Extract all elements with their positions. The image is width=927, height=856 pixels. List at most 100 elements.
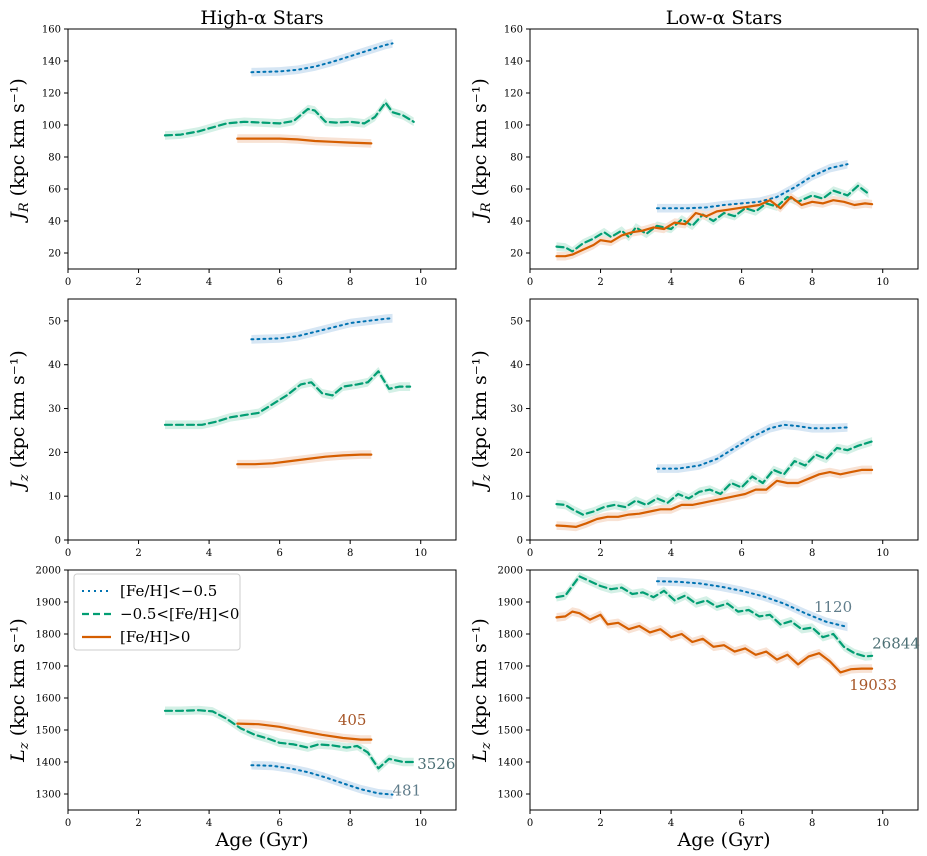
y-tick-label: 40 <box>48 360 61 371</box>
series-line-metal-poor <box>250 42 394 74</box>
x-tick-label: 4 <box>668 277 674 288</box>
x-tick-label: 8 <box>347 818 353 829</box>
uncertainty-band-metal-rich <box>556 192 873 261</box>
y-tick-label: 20 <box>48 249 61 260</box>
panel-low-alpha-jz: 0 2 4 6 8 10 0 10 20 30 40 50 Jz (kpc km s⁻¹) <box>469 298 919 559</box>
y-tick-label: 160 <box>42 25 61 36</box>
y-tick-label: 120 <box>504 89 523 100</box>
y-tick-label: 20 <box>510 249 523 260</box>
uncertainty-band-intermediate <box>165 705 414 773</box>
y-axis-label: JR (kpc km s⁻¹) <box>7 78 32 224</box>
series-line-metal-rich <box>555 610 874 674</box>
y-tick-label: 1400 <box>498 758 523 769</box>
y-tick-label: 1900 <box>36 598 61 609</box>
series-line-metal-rich <box>236 137 373 145</box>
y-tick-label: 1500 <box>36 726 61 737</box>
y-tick-label: 40 <box>510 217 523 228</box>
x-tick-label: 6 <box>276 277 282 288</box>
x-tick-label: 4 <box>668 548 674 559</box>
y-tick-label: 40 <box>510 360 523 371</box>
x-tick-label: 6 <box>276 548 282 559</box>
series-line-metal-rich <box>236 453 373 466</box>
y-tick-label: 1900 <box>498 598 523 609</box>
x-tick-label: 10 <box>876 277 889 288</box>
y-tick-label: 2000 <box>36 566 61 577</box>
panel-low-alpha-lz: 0 2 4 6 8 10 1300 1400 1500 1600 1700 1800 1900 2000 L… <box>469 566 920 852</box>
y-tick-label: 1300 <box>498 790 523 801</box>
plot-area <box>530 299 918 540</box>
legend-frame <box>73 573 241 651</box>
y-tick-label: 30 <box>48 404 61 415</box>
plot-area <box>530 570 918 810</box>
x-axis-label: Age (Gyr) <box>215 829 309 851</box>
legend-label-metal-poor: [Fe/H]<−0.5 <box>120 582 217 600</box>
legend-label-metal-rich: [Fe/H]>0 <box>120 628 190 646</box>
y-tick-label: 50 <box>48 316 61 327</box>
panel-low-alpha-jr: 0 2 4 6 8 10 20 40 60 80 100 120 140 160 JR (kpc km s⁻… <box>469 25 919 288</box>
plot-area <box>68 29 456 269</box>
y-tick-label: 1300 <box>36 790 61 801</box>
plot-frame <box>67 298 457 541</box>
plot-frame <box>529 298 919 541</box>
uncertainty-band-metal-poor <box>251 760 393 799</box>
plot-area <box>530 29 918 269</box>
x-tick-label: 4 <box>206 818 212 829</box>
y-tick-label: 1700 <box>36 662 61 673</box>
series-line-intermediate <box>163 370 412 426</box>
series-line-metal-rich <box>236 722 373 741</box>
y-tick-label: 1800 <box>36 630 61 641</box>
col-title-low-alpha: Low-α Stars <box>666 7 782 29</box>
y-tick-label: 80 <box>510 153 523 164</box>
panel-high-alpha-jz: 0 2 4 6 8 10 0 10 20 30 40 50 Jz (kpc km s⁻¹) <box>7 298 457 559</box>
x-tick-label: 0 <box>65 818 71 829</box>
x-tick-label: 2 <box>597 277 603 288</box>
y-tick-label: 30 <box>510 404 523 415</box>
x-tick-label: 6 <box>738 277 744 288</box>
y-tick-label: 50 <box>510 316 523 327</box>
uncertainty-band-intermediate <box>165 367 411 430</box>
x-tick-label: 8 <box>809 548 815 559</box>
y-tick-label: 60 <box>510 185 523 196</box>
x-tick-label: 0 <box>65 277 71 288</box>
series-line-intermediate <box>163 709 415 770</box>
series-line-intermediate <box>163 101 415 137</box>
x-tick-label: 8 <box>809 818 815 829</box>
plot-frame <box>529 28 919 270</box>
x-tick-label: 10 <box>876 548 889 559</box>
x-tick-label: 8 <box>347 548 353 559</box>
series-line-intermediate <box>555 575 874 658</box>
count-annotation: 19033 <box>849 676 897 694</box>
y-tick-label: 1500 <box>498 726 523 737</box>
y-axis-label: Lz (kpc km s⁻¹) <box>7 618 32 763</box>
y-tick-label: 160 <box>504 25 523 36</box>
count-annotation: 481 <box>393 782 422 800</box>
y-tick-label: 20 <box>510 448 523 459</box>
plot-frame <box>67 569 457 811</box>
y-axis-label: Lz (kpc km s⁻¹) <box>469 618 494 763</box>
y-axis-label: Jz (kpc km s⁻¹) <box>469 350 494 493</box>
x-tick-label: 2 <box>597 548 603 559</box>
y-tick-label: 120 <box>42 89 61 100</box>
y-tick-label: 80 <box>48 153 61 164</box>
y-tick-label: 10 <box>510 492 523 503</box>
plot-frame <box>529 569 919 811</box>
x-tick-label: 10 <box>414 277 427 288</box>
y-tick-label: 140 <box>42 57 61 68</box>
x-tick-label: 4 <box>668 818 674 829</box>
series-line-intermediate <box>555 440 874 516</box>
series-line-metal-rich <box>555 195 874 258</box>
y-tick-label: 60 <box>48 185 61 196</box>
y-tick-label: 100 <box>504 121 523 132</box>
y-tick-label: 20 <box>48 448 61 459</box>
x-tick-label: 2 <box>597 818 603 829</box>
y-tick-label: 40 <box>48 217 61 228</box>
x-tick-label: 2 <box>135 277 141 288</box>
x-tick-label: 8 <box>347 277 353 288</box>
y-tick-label: 1600 <box>498 694 523 705</box>
col-title-high-alpha: High-α Stars <box>200 7 323 29</box>
y-axis-label: JR (kpc km s⁻¹) <box>469 78 494 224</box>
x-tick-label: 8 <box>809 277 815 288</box>
y-tick-label: 1700 <box>498 662 523 673</box>
y-tick-label: 0 <box>55 536 61 547</box>
